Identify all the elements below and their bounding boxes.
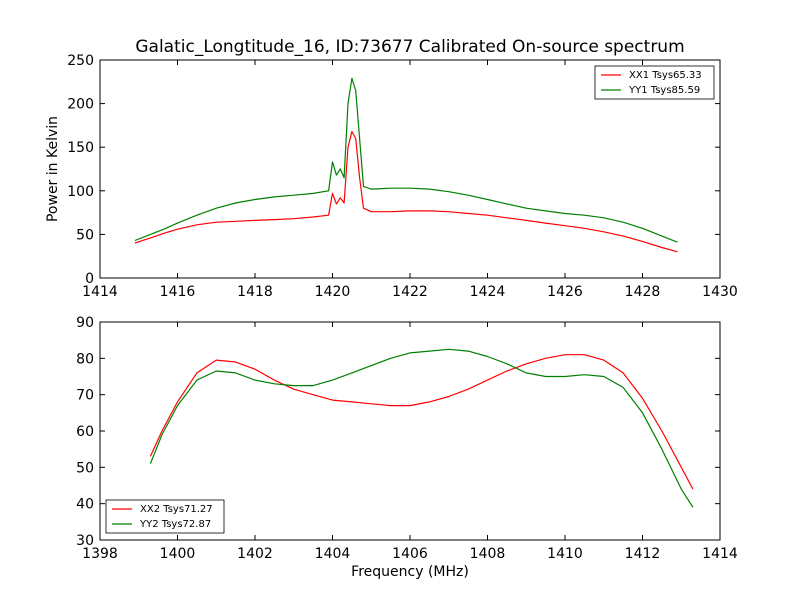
top-legend-box (594, 65, 715, 100)
top-x-tick-label: 1428 (625, 284, 661, 300)
bottom-x-tick-label: 1412 (625, 546, 661, 562)
top-x-tick-label: 1418 (237, 284, 273, 300)
bottom-x-tick-label: 1398 (82, 546, 118, 562)
bottom-x-tick-label: 1410 (547, 546, 583, 562)
bottom-x-tick-label: 1400 (160, 546, 196, 562)
bottom-y-tick-label: 90 (76, 315, 94, 331)
bottom-y-tick-label: 80 (76, 351, 94, 367)
top-legend: XX1 Tsys65.33 YY1 Tsys85.59 (594, 65, 715, 100)
bottom-legend-label-yy2: YY2 Tsys72.87 (139, 519, 211, 530)
top-plot-frame (99, 59, 721, 279)
bottom-y-tick-label: 40 (76, 497, 94, 513)
top-x-tick-label: 1420 (315, 284, 351, 300)
top-y-tick-label: 250 (67, 53, 94, 69)
bottom-tick-layer: 1398 1400 1402 1404 1406 1408 1410 1412 1414 30 40… (76, 315, 738, 562)
bottom-y-tick-label: 50 (76, 460, 94, 476)
top-x-tick-label: 1430 (702, 284, 738, 300)
top-y-tick-label: 0 (85, 271, 94, 287)
top-legend-label-yy1: YY1 Tsys85.59 (628, 85, 700, 96)
top-series-layer (134, 77, 678, 253)
top-series-line-yy1-tsys85-59 (134, 77, 678, 243)
bottom-chart: 1398 1400 1402 1404 1406 1408 1410 1412 1414 30 40… (76, 315, 738, 580)
bottom-x-tick-label: 1408 (470, 546, 506, 562)
top-tick-layer: 1414 1416 1418 1420 1422 1424 1426 1428 1430 0 50 1… (67, 53, 738, 300)
top-x-tick-label: 1422 (392, 284, 428, 300)
chart-title: Galatic_Longtitude_16, ID:73677 Calibrat… (135, 37, 684, 57)
top-y-axis-label: Power in Kelvin (45, 116, 61, 222)
top-series-line-xx1-tsys65-33 (134, 130, 678, 253)
top-y-tick-label: 150 (67, 140, 94, 156)
top-chart: 1414 1416 1418 1420 1422 1424 1426 1428 1430 0 50 1… (45, 53, 738, 300)
bottom-y-tick-label: 30 (76, 533, 94, 549)
bottom-legend-label-xx2: XX2 Tsys71.27 (140, 504, 213, 515)
bottom-legend-box (105, 499, 225, 534)
bottom-x-axis-label: Frequency (MHz) (351, 564, 469, 580)
top-y-tick-label: 200 (67, 97, 94, 113)
top-y-tick-label: 100 (67, 184, 94, 200)
bottom-x-tick-label: 1406 (392, 546, 428, 562)
bottom-series-line-yy2-tsys72-87 (149, 348, 694, 508)
bottom-y-tick-label: 60 (76, 424, 94, 440)
top-x-tick-label: 1426 (547, 284, 583, 300)
top-x-tick-label: 1414 (82, 284, 118, 300)
bottom-plot-frame (99, 321, 721, 541)
top-x-tick-label: 1424 (470, 284, 506, 300)
top-x-tick-label: 1416 (160, 284, 196, 300)
bottom-x-tick-label: 1404 (315, 546, 351, 562)
bottom-x-tick-label: 1414 (702, 546, 738, 562)
bottom-series-line-xx2-tsys71-27 (149, 354, 694, 490)
bottom-series-layer (149, 348, 694, 508)
top-legend-label-xx1: XX1 Tsys65.33 (629, 70, 702, 81)
bottom-x-tick-label: 1402 (237, 546, 273, 562)
top-y-tick-label: 50 (76, 227, 94, 243)
bottom-legend: XX2 Tsys71.27 YY2 Tsys72.87 (105, 499, 225, 534)
bottom-y-tick-label: 70 (76, 388, 94, 404)
